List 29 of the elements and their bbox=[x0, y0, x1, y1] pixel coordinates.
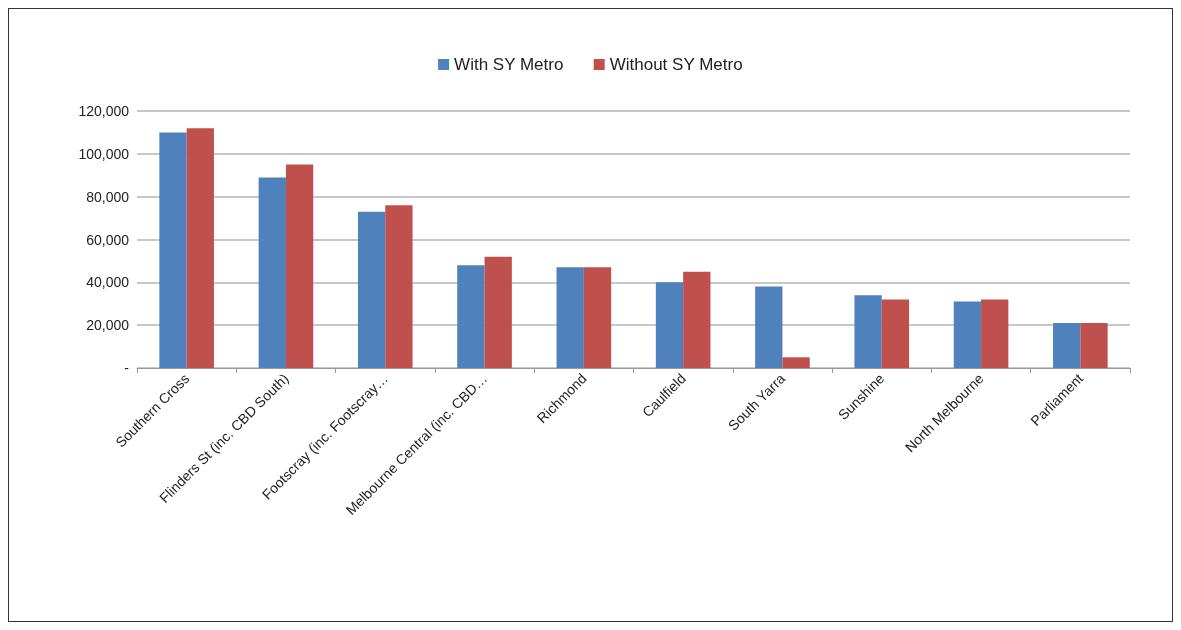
bar bbox=[457, 265, 485, 368]
bar bbox=[655, 282, 684, 368]
bar bbox=[159, 132, 187, 368]
bar bbox=[357, 211, 386, 368]
bar bbox=[683, 271, 711, 368]
bar bbox=[854, 295, 882, 368]
bar bbox=[981, 299, 1009, 368]
bar bbox=[258, 177, 286, 368]
bar bbox=[1053, 323, 1081, 368]
y-tick-label: 40,000 bbox=[86, 274, 130, 291]
bar bbox=[484, 256, 512, 368]
y-tick-label: - bbox=[124, 360, 130, 376]
y-tick-label: 120,000 bbox=[78, 103, 130, 119]
bar bbox=[953, 301, 982, 368]
y-tick-label: 80,000 bbox=[86, 188, 130, 205]
bar bbox=[583, 267, 612, 368]
bar bbox=[385, 205, 413, 368]
y-tick-label: 60,000 bbox=[86, 231, 130, 248]
legend-label: With SY Metro bbox=[454, 55, 564, 74]
bar bbox=[782, 357, 810, 368]
bar bbox=[881, 299, 910, 368]
bar bbox=[285, 164, 314, 368]
bar bbox=[755, 286, 783, 368]
bar bbox=[186, 128, 214, 368]
bar bbox=[1080, 323, 1108, 368]
bar bbox=[556, 267, 584, 368]
y-tick-label: 100,000 bbox=[78, 145, 130, 162]
legend-label: Without SY Metro bbox=[609, 55, 743, 74]
y-tick-label: 20,000 bbox=[86, 317, 130, 334]
